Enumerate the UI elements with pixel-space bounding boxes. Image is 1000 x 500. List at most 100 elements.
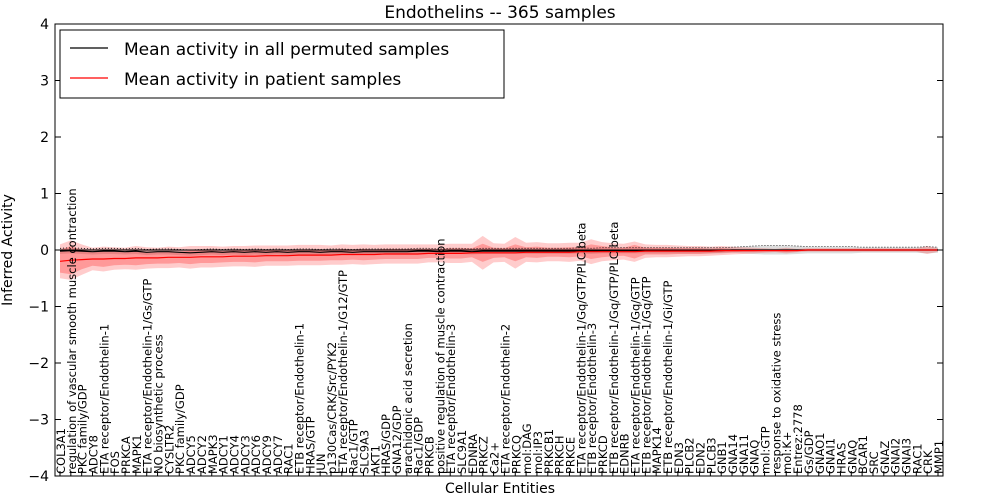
x-tick-label: GNAQ (748, 440, 762, 474)
x-tick-label: ADCY9 (260, 435, 274, 474)
x-tick-label: GNAI3 (900, 438, 914, 474)
x-tick-label: HRAS/GTP (303, 416, 317, 474)
x-tick-label: GNAZ (878, 441, 892, 474)
x-tick-label: Ca2+ (488, 442, 502, 474)
x-tick-label: positive regulation of muscle contractio… (433, 238, 447, 474)
x-tick-label: AKT1 (368, 445, 382, 474)
x-tick-label: MAPK1 (130, 434, 144, 474)
x-tick-label: SRC (867, 451, 881, 474)
permuted-upper-dotted-line (59, 245, 939, 251)
x-tick-label: CYSLTR2 (162, 425, 176, 474)
y-tick-label: −2 (28, 356, 49, 372)
x-tick-label: ETA receptor/Endothelin-3 (444, 324, 458, 474)
x-tick-label: PKC family/GDP (76, 384, 90, 474)
x-tick-label: mol:DAG (520, 423, 534, 474)
plot-area (55, 235, 943, 280)
x-tick-label: ADCY6 (249, 435, 263, 474)
y-tick-label: −3 (28, 413, 49, 429)
legend-box (59, 29, 505, 99)
x-tick-label: PRKCD (596, 435, 610, 474)
x-tick-label: GNA11 (737, 434, 751, 474)
x-tick-label: CRK (921, 450, 935, 474)
legend-label-patient: Mean activity in patient samples (124, 70, 401, 90)
x-tick-label: PRKCH (553, 435, 567, 474)
x-tick-label: FOS (108, 451, 122, 474)
x-tick-label: BCAR1 (856, 435, 870, 474)
y-tick-label: 1 (40, 187, 49, 203)
legend: Mean activity in all permuted samples Me… (59, 29, 505, 99)
y-tick-label: −4 (28, 469, 49, 485)
x-tick-label: GNAO1 (813, 432, 827, 474)
x-tick-label: SLC9A3 (358, 430, 372, 474)
x-tick-label: ETA receptor/Endothelin-1 (97, 324, 111, 474)
x-tick-label: ETA receptor/Endothelin-2 (498, 324, 512, 474)
y-tick-label: 3 (40, 74, 49, 90)
legend-label-permuted: Mean activity in all permuted samples (124, 40, 449, 60)
x-tick-label: PRKCZ (477, 436, 491, 474)
x-tick-label: GNA12/GDP (390, 405, 404, 474)
x-tick-label: NO biosynthetic process (152, 334, 166, 474)
y-tick-label: 4 (40, 17, 49, 33)
x-tick-label: arachidonic acid secretion (401, 323, 415, 474)
x-tick-label: mol:IP3 (531, 431, 545, 474)
patient-outer-band (60, 235, 938, 280)
chart-title: Endothelins -- 365 samples (384, 3, 615, 23)
x-tick-label: ETB receptor/Endothelin-1/Gi/GTP (661, 280, 675, 474)
x-tick-label: Rac1/GDP (412, 417, 426, 474)
x-tick-label: Gs/GDP (802, 430, 816, 474)
x-tick-label: ADCY1 (217, 435, 231, 474)
x-tick-label: PRKCE (564, 437, 578, 474)
x-tick-label: PLCB3 (704, 437, 718, 474)
x-tick-label: PRKCB (423, 436, 437, 474)
x-tick-label: EDN2 (694, 442, 708, 474)
x-tick-label: mol:K+ (780, 431, 794, 474)
x-tick-label: RAC1 (282, 443, 296, 474)
x-tick-label: MAPK14 (650, 427, 664, 474)
x-tick-label: ADCY8 (87, 435, 101, 474)
x-tick-label: GNAQ (845, 440, 859, 474)
y-tick-label: 0 (40, 243, 49, 259)
y-tick-label: 2 (40, 130, 49, 146)
x-tick-label: ADCY5 (184, 435, 198, 474)
x-tick-label: p130Cas/CRK/Src/PYK2 (325, 342, 339, 474)
x-tick-label: JUN (314, 454, 328, 475)
x-tick-label: PLCB2 (683, 437, 697, 474)
x-tick-label: EDNRA (466, 434, 480, 474)
x-tick-label: response to oxidative stress (769, 313, 783, 474)
y-axis-ticks: −4 −3 −2 −1 0 1 2 3 4 (28, 17, 943, 485)
x-tick-label: GNAI1 (824, 438, 838, 474)
x-tick-label: mol:GTP (759, 426, 773, 474)
y-tick-label: −1 (28, 300, 49, 316)
x-tick-label: ADCY3 (238, 435, 252, 474)
x-tick-label: GNA14 (726, 434, 740, 474)
x-tick-label: Rac1/GTP (347, 419, 361, 474)
x-tick-label: ADCY4 (227, 435, 241, 474)
x-tick-label: EDN3 (672, 442, 686, 474)
x-tick-label: HRAS/GDP (379, 414, 393, 474)
x-tick-label: ETB receptor/Endothelin-1 (293, 323, 307, 474)
x-tick-label: ETA receptor/Endothelin-1/Gs/GTP (141, 279, 155, 474)
x-axis-label: Cellular Entities (445, 481, 555, 497)
x-tick-label: SLC9A1 (455, 430, 469, 474)
x-tick-label: GNB1 (715, 441, 729, 474)
x-tick-label: HRAS (834, 443, 848, 474)
x-tick-label: MAPK3 (206, 434, 220, 474)
y-axis-label: Inferred Activity (0, 194, 16, 306)
x-tick-label: ETB receptor/Endothelin-3 (585, 323, 599, 474)
x-tick-label: ETB receptor/Endothelin-1/Gq/GTP (639, 276, 653, 474)
x-tick-label: ADCY7 (271, 435, 285, 474)
x-tick-label: PKC family/GDP (173, 384, 187, 474)
x-tick-label: PRKCQ (509, 435, 523, 474)
series-line-patient (59, 249, 938, 262)
x-tick-label: EDNRB (618, 433, 632, 474)
x-tick-label: ETA receptor/Endothelin-1/Gq/GTP/PLC bet… (574, 223, 588, 474)
x-tick-label: regulation of vascular smooth muscle con… (65, 188, 79, 474)
x-tick-label: RAC1 (910, 443, 924, 474)
x-tick-label: ADCY2 (195, 435, 209, 474)
x-tick-label: MMP1 (932, 440, 946, 474)
x-tick-label: GNAI2 (889, 438, 903, 474)
x-tick-label: Entrez:2778 (791, 404, 805, 474)
x-tick-label: ETB receptor/Endothelin-1/Gq/GTP/PLC bet… (607, 222, 621, 474)
